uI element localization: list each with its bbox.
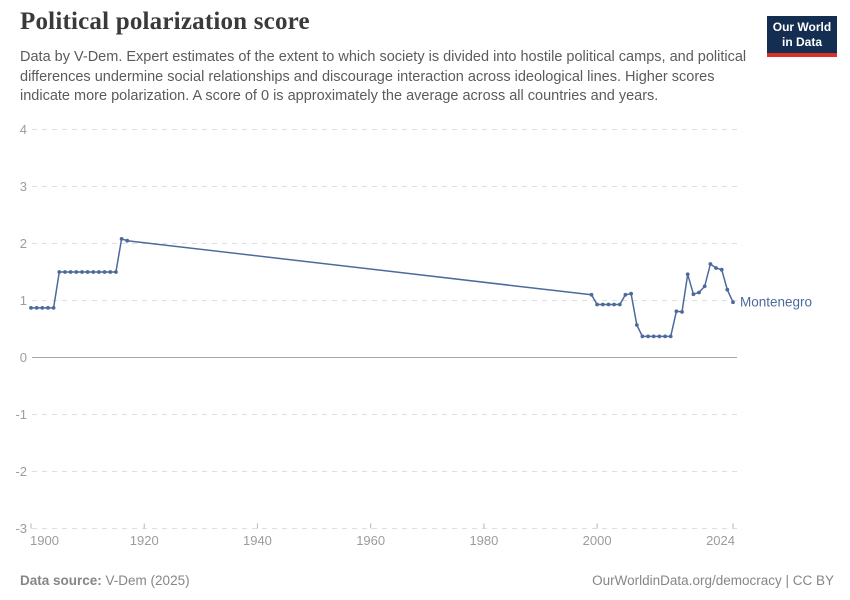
data-point[interactable]	[674, 309, 679, 314]
data-source[interactable]: Data source: V-Dem (2025)	[20, 573, 190, 588]
data-source-value: V-Dem (2025)	[105, 573, 190, 588]
y-tick-label: 3	[20, 179, 27, 194]
data-point[interactable]	[80, 270, 84, 274]
owid-logo-line1: Our World	[772, 20, 832, 34]
y-tick-label: -3	[15, 521, 27, 536]
data-point[interactable]	[708, 262, 713, 266]
x-tick-label: 1940	[243, 533, 272, 548]
data-point[interactable]	[731, 300, 735, 305]
x-tick-label: 2000	[583, 533, 612, 548]
x-tick-label: 1960	[356, 533, 385, 548]
data-point[interactable]	[57, 270, 62, 274]
data-point[interactable]	[725, 287, 730, 292]
data-point[interactable]	[668, 334, 673, 339]
x-tick-label: 1980	[469, 533, 498, 548]
data-point[interactable]	[702, 284, 707, 289]
data-point[interactable]	[595, 302, 599, 307]
owid-logo[interactable]: Our World in Data	[767, 16, 837, 58]
data-point[interactable]	[697, 290, 701, 295]
data-point[interactable]	[685, 272, 690, 277]
montenegro-line[interactable]	[30, 238, 734, 338]
data-point[interactable]	[612, 302, 616, 307]
data-point[interactable]	[97, 270, 101, 274]
x-tick-label: 2024	[706, 533, 735, 548]
data-point[interactable]	[680, 310, 684, 314]
data-point[interactable]	[617, 302, 622, 307]
data-point[interactable]	[651, 334, 656, 339]
data-point[interactable]	[91, 270, 96, 274]
series-label-montenegro[interactable]: Montenegro	[740, 295, 812, 310]
data-point[interactable]	[589, 292, 594, 297]
x-tick-label: 1920	[130, 533, 159, 548]
data-point[interactable]	[691, 292, 696, 297]
chart-subtitle: Data by V-Dem. Expert estimates of the e…	[20, 49, 747, 105]
license-link[interactable]: OurWorldinData.org/democracy | CC BY	[592, 573, 834, 588]
data-point[interactable]	[657, 334, 662, 339]
data-point[interactable]	[719, 267, 724, 272]
data-point[interactable]	[85, 270, 90, 274]
data-point[interactable]	[108, 270, 113, 274]
data-point[interactable]	[40, 306, 45, 310]
data-point[interactable]	[102, 270, 107, 274]
owid-logo-line2: in Data	[781, 34, 822, 49]
data-point[interactable]	[663, 334, 667, 339]
data-point[interactable]	[74, 270, 79, 274]
y-tick-label: 4	[20, 122, 27, 137]
data-point[interactable]	[34, 306, 39, 310]
data-point[interactable]	[46, 306, 50, 310]
data-point[interactable]	[606, 302, 611, 307]
y-tick-label: 2	[20, 236, 27, 251]
x-tick-label: 1900	[30, 533, 59, 548]
chart-title: Political polarization score	[20, 8, 310, 35]
data-source-label: Data source:	[20, 573, 102, 588]
data-point[interactable]	[640, 334, 645, 339]
y-tick-label: -1	[15, 407, 27, 422]
data-point[interactable]	[51, 306, 56, 310]
y-tick-label: -2	[15, 464, 27, 479]
data-point[interactable]	[119, 237, 124, 241]
data-point[interactable]	[646, 334, 650, 339]
y-tick-label: 0	[20, 350, 27, 365]
data-point[interactable]	[600, 302, 605, 307]
data-point[interactable]	[29, 306, 33, 310]
data-point[interactable]	[63, 270, 67, 274]
data-point[interactable]	[68, 270, 73, 274]
data-point[interactable]	[623, 292, 628, 297]
y-tick-label: 1	[20, 293, 27, 308]
data-point[interactable]	[125, 238, 130, 243]
data-point[interactable]	[114, 270, 118, 274]
data-point[interactable]	[634, 323, 639, 327]
data-point[interactable]	[714, 266, 718, 270]
data-point[interactable]	[629, 291, 633, 296]
